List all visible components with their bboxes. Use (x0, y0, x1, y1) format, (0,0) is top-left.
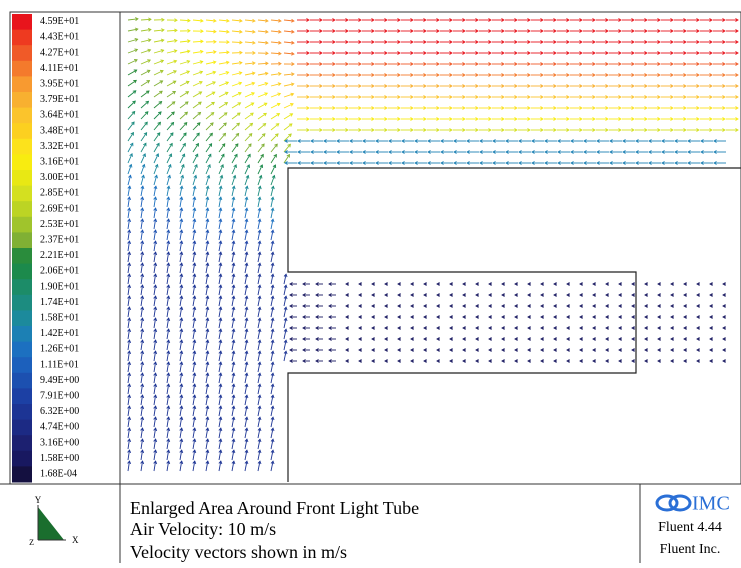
colorbar-label: 1.74E+01 (40, 297, 79, 308)
colorbar-label: 4.43E+01 (40, 32, 79, 43)
colorbar-label: 3.16E+00 (40, 437, 79, 448)
color-swatch (12, 451, 32, 467)
colorbar-label: 7.91E+00 (40, 390, 79, 401)
colorbar-label: 4.27E+01 (40, 47, 79, 58)
color-swatch (12, 217, 32, 233)
background (1, 1, 741, 563)
colorbar-label: 2.85E+01 (40, 188, 79, 199)
logo-text: IMC (692, 493, 730, 515)
colorbar-label: 3.32E+01 (40, 141, 79, 152)
axis-label: Y (35, 495, 42, 505)
color-swatch (12, 310, 32, 326)
caption-line: Air Velocity: 10 m/s (130, 519, 276, 539)
company: Fluent Inc. (660, 542, 721, 557)
axis-label: X (72, 535, 79, 545)
colorbar-label: 2.21E+01 (40, 250, 79, 261)
color-swatch (12, 154, 32, 170)
color-swatch (12, 342, 32, 358)
colorbar-label: 4.11E+01 (40, 63, 79, 74)
color-swatch (12, 61, 32, 77)
color-swatch (12, 404, 32, 420)
color-swatch (12, 295, 32, 311)
colorbar-label: 2.53E+01 (40, 219, 79, 230)
color-swatch (12, 201, 32, 217)
version: Fluent 4.44 (658, 520, 722, 535)
colorbar-label: 2.69E+01 (40, 203, 79, 214)
colorbar-label: 3.00E+01 (40, 172, 79, 183)
color-swatch (12, 420, 32, 436)
color-swatch (12, 357, 32, 373)
color-swatch (12, 76, 32, 92)
color-swatch (12, 170, 32, 186)
colorbar-label: 1.90E+01 (40, 281, 79, 292)
colorbar-label: 3.48E+01 (40, 125, 79, 136)
colorbar-label: 1.58E+00 (40, 453, 79, 464)
color-swatch (12, 186, 32, 202)
colorbar-label: 3.79E+01 (40, 94, 79, 105)
colorbar-label: 2.06E+01 (40, 266, 79, 277)
color-swatch (12, 264, 32, 280)
colorbar-label: 1.68E-04 (40, 468, 77, 479)
axis-label: Z (29, 538, 34, 547)
color-swatch (12, 45, 32, 61)
color-swatch (12, 248, 32, 264)
colorbar-label: 4.59E+01 (40, 16, 79, 27)
color-swatch (12, 139, 32, 155)
colorbar-label: 1.42E+01 (40, 328, 79, 339)
color-swatch (12, 14, 32, 30)
color-swatch (12, 279, 32, 295)
colorbar-label: 3.95E+01 (40, 78, 79, 89)
color-swatch (12, 123, 32, 139)
caption-line: Velocity vectors shown in m/s (130, 542, 347, 562)
page: 4.59E+01 4.43E+01 4.27E+01 4.11E+01 3.95E+01… (0, 0, 741, 563)
colorbar-label: 3.16E+01 (40, 156, 79, 167)
color-swatch (12, 388, 32, 404)
color-swatch (12, 92, 32, 108)
colorbar-label: 3.64E+01 (40, 110, 79, 121)
color-swatch (12, 373, 32, 389)
colorbar-label: 1.26E+01 (40, 344, 79, 355)
caption-title: Enlarged Area Around Front Light Tube (130, 498, 419, 518)
color-swatch (12, 326, 32, 342)
color-swatch (12, 466, 32, 482)
color-swatch (12, 232, 32, 248)
color-swatch (12, 30, 32, 46)
colorbar-label: 6.32E+00 (40, 406, 79, 417)
colorbar-label: 4.74E+00 (40, 422, 79, 433)
color-swatch (12, 435, 32, 451)
colorbar-label: 1.11E+01 (40, 359, 79, 370)
colorbar-label: 2.37E+01 (40, 234, 79, 245)
colorbar-label: 9.49E+00 (40, 375, 79, 386)
color-swatch (12, 108, 32, 124)
colorbar-label: 1.58E+01 (40, 312, 79, 323)
